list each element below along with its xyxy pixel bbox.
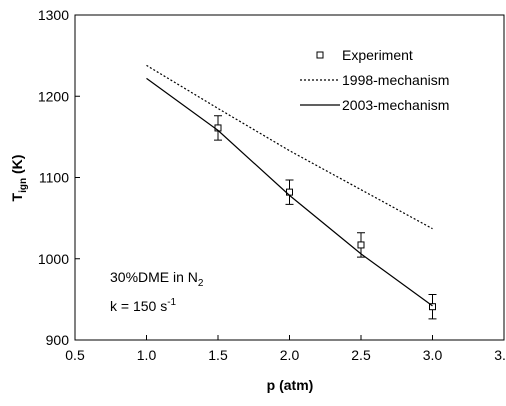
- y-tick-label: 1000: [38, 251, 69, 267]
- y-label-unit: (K): [9, 155, 25, 178]
- annotation: 30%DME in N2: [110, 269, 204, 289]
- legend-label: 2003-mechanism: [342, 97, 449, 113]
- annotation-text: k = 150 s: [110, 298, 167, 314]
- y-axis-label: Tign (K): [9, 155, 29, 202]
- x-tick-label: 2.5: [351, 347, 371, 363]
- plot-frame: [74, 14, 505, 341]
- legend-label: Experiment: [342, 47, 413, 63]
- x-axis-label: p (atm): [267, 377, 314, 393]
- x-tick-label: 1.5: [208, 347, 228, 363]
- annotation-text: 30%DME in N: [110, 269, 198, 285]
- y-tick-label: 1100: [39, 170, 69, 186]
- x-tick-label: 3.0: [423, 347, 443, 363]
- x-tick-label: 2.0: [280, 347, 300, 363]
- data-point: [429, 303, 436, 311]
- x-tick-label: 0.5: [65, 347, 85, 363]
- x-tick-label: 3.5: [494, 347, 506, 363]
- y-label-sub: ign: [18, 178, 29, 193]
- y-tick-label: 1200: [38, 88, 69, 104]
- y-label-main: T: [9, 192, 25, 201]
- annotation-sup: -1: [167, 297, 176, 308]
- legend-label: 1998-mechanism: [342, 72, 449, 88]
- annotation: k = 150 s-1: [110, 297, 177, 314]
- annotation-sub: 2: [198, 278, 204, 289]
- y-tick-label: 900: [46, 332, 70, 348]
- data-point: [357, 241, 365, 249]
- line-series: [146, 77, 433, 307]
- legend-marker: [316, 51, 324, 59]
- x-tick-label: 1.0: [137, 347, 157, 363]
- y-tick-label: 1300: [38, 7, 69, 23]
